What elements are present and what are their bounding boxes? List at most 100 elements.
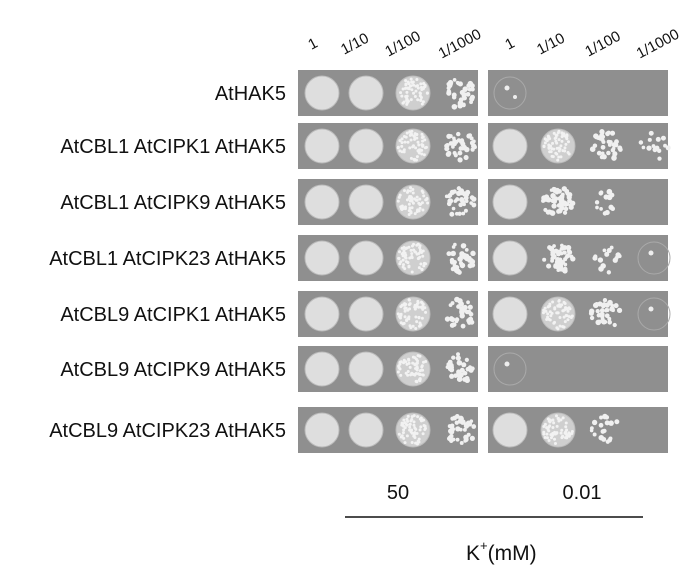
colony [602, 211, 608, 216]
spot-lawn [348, 75, 384, 111]
colony [594, 200, 600, 205]
colony [416, 140, 420, 144]
colony [418, 250, 422, 254]
colony [565, 202, 570, 207]
yeast-spot [395, 296, 431, 332]
colony [556, 158, 560, 162]
colony [411, 188, 415, 192]
yeast-spot [348, 75, 384, 111]
colony [412, 91, 416, 95]
colony [469, 435, 475, 441]
colony [612, 151, 618, 157]
colony [415, 195, 419, 199]
yeast-spot [589, 413, 620, 444]
colony [463, 439, 467, 443]
colony [564, 432, 568, 436]
colony [421, 373, 425, 377]
colony [421, 208, 425, 212]
colony [597, 301, 603, 307]
colony [547, 136, 551, 140]
colony [592, 432, 597, 437]
colony [413, 362, 417, 366]
colony [416, 98, 420, 102]
colony [416, 86, 420, 90]
colony [417, 437, 421, 441]
dilution-label: 1/1000 [436, 26, 485, 63]
colony [655, 136, 661, 142]
colony [406, 140, 410, 144]
colony [406, 260, 410, 264]
yeast-spot [492, 412, 528, 448]
colony [601, 436, 607, 442]
colony [415, 442, 419, 446]
colony [414, 158, 418, 162]
colony [560, 139, 564, 143]
colony [409, 138, 413, 142]
colony [420, 152, 424, 156]
colony [398, 149, 402, 153]
yeast-spot [637, 297, 671, 331]
colony [416, 84, 420, 88]
colony [447, 198, 454, 204]
colony [419, 98, 423, 102]
colony [446, 82, 451, 87]
colony [570, 429, 574, 433]
colony [543, 141, 547, 145]
colony [420, 316, 424, 320]
colony [607, 319, 613, 325]
colony [614, 419, 620, 425]
colony [562, 268, 568, 274]
yeast-spot [492, 184, 528, 220]
colony [459, 427, 463, 432]
colony [608, 436, 613, 441]
colony [560, 198, 565, 203]
colony [408, 307, 412, 311]
colony [602, 413, 608, 420]
colony [415, 136, 419, 140]
colony [557, 188, 562, 194]
colony [415, 252, 419, 256]
colony [418, 417, 422, 421]
colony [556, 131, 560, 135]
colony [418, 248, 422, 252]
colony [466, 309, 472, 315]
colony [467, 263, 473, 269]
colony [547, 439, 551, 443]
colony [648, 130, 654, 136]
colony [457, 157, 463, 163]
colony [647, 137, 652, 142]
colony [462, 254, 468, 260]
colony [665, 145, 671, 151]
colony [609, 130, 616, 136]
colony [422, 194, 426, 198]
colony [550, 247, 555, 252]
spot-lawn [348, 128, 384, 164]
colony [657, 156, 662, 161]
strain-label: AtHAK5 [215, 83, 286, 105]
colony [451, 245, 456, 249]
yeast-spot [493, 76, 527, 110]
colony [417, 305, 421, 309]
colony [447, 193, 453, 198]
colony [560, 436, 564, 440]
colony [401, 87, 405, 91]
colony [568, 204, 574, 210]
yeast-spot [395, 351, 431, 387]
colony [461, 211, 466, 216]
colony [399, 260, 403, 264]
colony [545, 436, 549, 440]
colony [546, 305, 550, 309]
colony [594, 135, 599, 140]
colony [417, 150, 421, 154]
colony [553, 307, 557, 311]
colony [555, 141, 559, 145]
colony [597, 257, 604, 263]
colony [420, 102, 424, 106]
colony [413, 307, 417, 311]
colony [558, 147, 562, 151]
colony [542, 257, 547, 262]
colony [454, 140, 459, 144]
colony [425, 197, 429, 201]
colony [420, 143, 424, 147]
colony [415, 77, 419, 81]
